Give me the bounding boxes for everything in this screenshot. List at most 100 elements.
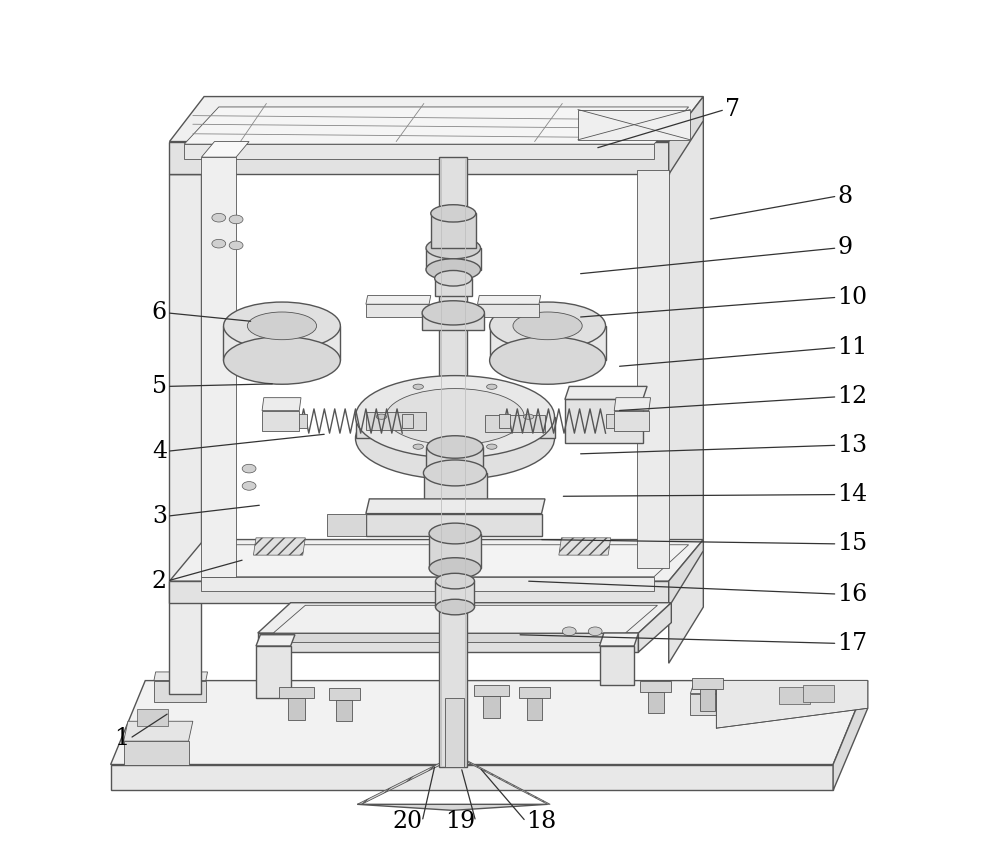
Text: 15: 15	[837, 532, 868, 556]
Text: 1: 1	[115, 727, 130, 750]
Ellipse shape	[413, 444, 423, 450]
Polygon shape	[111, 681, 868, 765]
Polygon shape	[690, 694, 760, 715]
Polygon shape	[614, 411, 649, 431]
Ellipse shape	[247, 312, 317, 339]
Polygon shape	[357, 761, 448, 805]
Polygon shape	[256, 646, 291, 698]
Polygon shape	[258, 633, 638, 652]
Polygon shape	[700, 689, 715, 711]
Polygon shape	[201, 576, 654, 591]
Ellipse shape	[224, 302, 340, 350]
Polygon shape	[366, 304, 429, 317]
Ellipse shape	[429, 558, 481, 578]
Polygon shape	[483, 696, 500, 718]
Ellipse shape	[513, 312, 582, 339]
Polygon shape	[279, 687, 314, 698]
Polygon shape	[256, 635, 295, 646]
Polygon shape	[424, 473, 487, 516]
Ellipse shape	[229, 241, 243, 250]
Ellipse shape	[426, 237, 481, 259]
Polygon shape	[690, 681, 764, 694]
Polygon shape	[273, 633, 625, 641]
Polygon shape	[426, 248, 481, 270]
Polygon shape	[253, 538, 305, 556]
Text: 19: 19	[446, 810, 476, 833]
Text: 18: 18	[526, 810, 556, 833]
Ellipse shape	[427, 462, 483, 484]
Polygon shape	[273, 605, 657, 633]
Polygon shape	[366, 412, 426, 430]
Polygon shape	[366, 499, 545, 514]
Ellipse shape	[356, 376, 555, 457]
Polygon shape	[478, 296, 541, 304]
Polygon shape	[435, 279, 472, 296]
Polygon shape	[154, 681, 206, 702]
Polygon shape	[640, 681, 671, 692]
Polygon shape	[201, 141, 249, 157]
Polygon shape	[779, 687, 810, 704]
Ellipse shape	[588, 627, 602, 635]
Polygon shape	[614, 398, 651, 411]
Polygon shape	[499, 414, 510, 428]
Polygon shape	[366, 296, 431, 304]
Polygon shape	[169, 540, 703, 581]
Polygon shape	[169, 96, 703, 141]
Polygon shape	[356, 417, 555, 438]
Ellipse shape	[435, 271, 472, 286]
Polygon shape	[648, 692, 664, 713]
Polygon shape	[600, 646, 634, 685]
Text: 8: 8	[837, 185, 853, 207]
Polygon shape	[258, 602, 671, 633]
Text: 5: 5	[152, 375, 167, 398]
Polygon shape	[154, 672, 208, 681]
Ellipse shape	[376, 414, 387, 419]
Polygon shape	[184, 144, 654, 159]
Text: 14: 14	[837, 483, 868, 506]
Polygon shape	[223, 326, 340, 360]
Ellipse shape	[523, 414, 534, 419]
Polygon shape	[716, 681, 868, 728]
Text: 11: 11	[837, 336, 868, 359]
Ellipse shape	[487, 385, 497, 390]
Polygon shape	[637, 170, 669, 569]
Ellipse shape	[436, 599, 474, 615]
Polygon shape	[669, 96, 703, 174]
Polygon shape	[169, 581, 669, 602]
Polygon shape	[426, 447, 483, 473]
Polygon shape	[124, 721, 193, 741]
Polygon shape	[559, 538, 611, 556]
Text: 3: 3	[152, 504, 167, 528]
Polygon shape	[288, 698, 305, 720]
Ellipse shape	[429, 523, 481, 544]
Text: 10: 10	[837, 286, 868, 309]
Polygon shape	[478, 304, 539, 317]
Polygon shape	[606, 414, 617, 428]
Polygon shape	[565, 399, 643, 443]
Polygon shape	[669, 540, 703, 607]
Polygon shape	[402, 414, 413, 428]
Ellipse shape	[356, 398, 555, 479]
Polygon shape	[366, 514, 542, 536]
Text: 13: 13	[837, 434, 868, 457]
Polygon shape	[124, 741, 189, 765]
Polygon shape	[169, 141, 669, 174]
Ellipse shape	[436, 573, 474, 589]
Ellipse shape	[427, 436, 483, 458]
Polygon shape	[435, 581, 474, 607]
Polygon shape	[201, 157, 236, 576]
Text: 9: 9	[837, 236, 853, 260]
Polygon shape	[169, 159, 219, 174]
Polygon shape	[578, 109, 690, 140]
Polygon shape	[638, 602, 671, 652]
Polygon shape	[474, 685, 509, 696]
Ellipse shape	[212, 214, 226, 222]
Polygon shape	[295, 414, 307, 428]
Text: 4: 4	[152, 440, 167, 463]
Polygon shape	[490, 326, 606, 360]
Ellipse shape	[212, 240, 226, 248]
Ellipse shape	[423, 460, 487, 486]
Ellipse shape	[224, 337, 340, 385]
Ellipse shape	[562, 627, 576, 635]
Ellipse shape	[386, 389, 524, 444]
